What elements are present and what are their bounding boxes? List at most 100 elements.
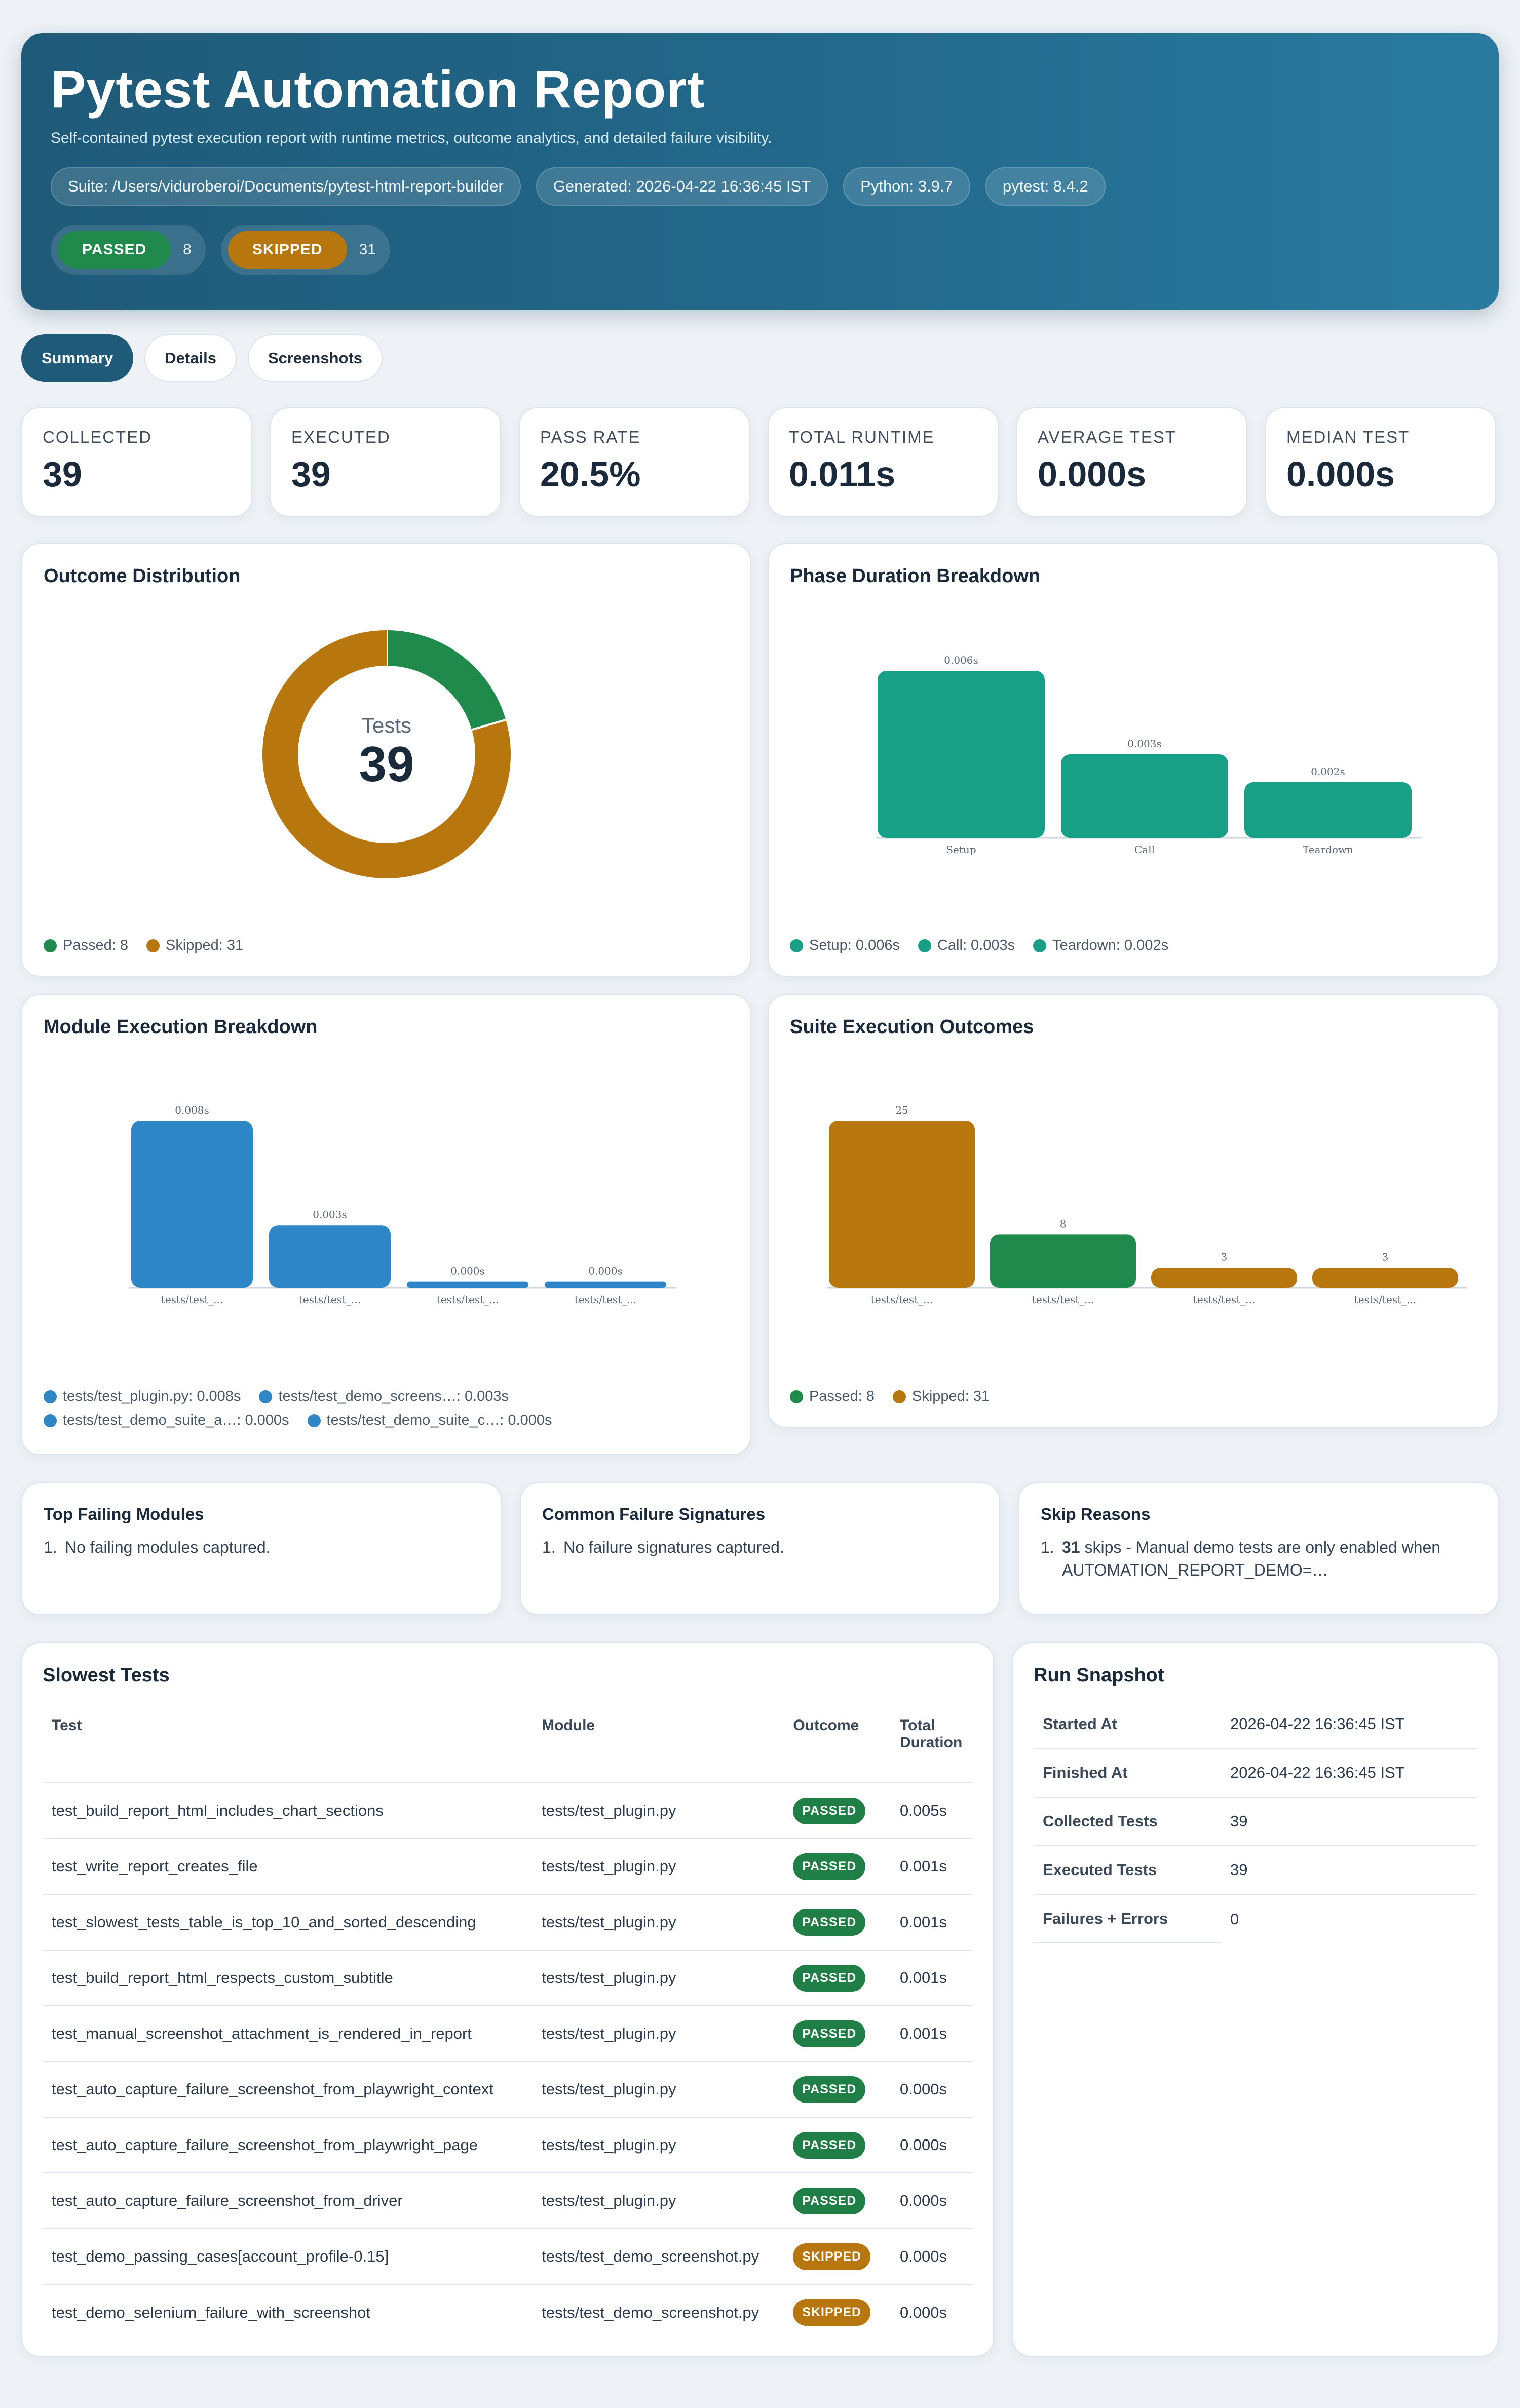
list-item: 1. 31 skips - Manual demo tests are only… — [1041, 1536, 1476, 1582]
status-skipped-badge: SKIPPED — [227, 231, 347, 269]
metric-median-test: MEDIAN TEST 0.000s — [1265, 407, 1496, 517]
outcome-cell: PASSED — [784, 1839, 891, 1894]
metric-collected: COLLECTED 39 — [21, 407, 252, 517]
table-header-row: Test Module Outcome Total Duration — [43, 1707, 973, 1783]
status-skipped: SKIPPED 31 — [220, 224, 390, 275]
snapshot-value: 2026-04-22 16:36:45 IST — [1221, 1700, 1477, 1749]
metric-value: 0.000s — [1286, 454, 1395, 494]
module-cell: tests/test_plugin.py — [542, 2136, 676, 2154]
outcome-cell: PASSED — [784, 2061, 891, 2117]
common-failure-signatures-title: Common Failure Signatures — [542, 1505, 766, 1523]
duration-cell: 0.001s — [899, 1913, 947, 1931]
list-number: 1. — [44, 1538, 57, 1556]
table-row: test_build_report_html_includes_chart_se… — [43, 1783, 973, 1839]
snapshot-row: Executed Tests 39 — [1034, 1846, 1477, 1895]
skip-reasons-card: Skip Reasons 1. 31 skips - Manual demo t… — [1018, 1482, 1499, 1615]
chart-bar — [407, 1281, 528, 1288]
phase-bar-chart: 0.006s Setup 0.003s Call 0.002s Teardown — [876, 654, 1422, 856]
slowest-tests-card: Slowest Tests Test Module Outcome Total … — [21, 1642, 994, 2357]
snapshot-value: 2026-04-22 16:36:45 IST — [1221, 1748, 1477, 1798]
legend-label: Passed: 8 — [809, 1388, 875, 1404]
meta-python-chip: Python: 3.9.7 — [843, 167, 970, 206]
legend-label: Call: 0.003s — [937, 937, 1015, 953]
bar-category-label: tests/test_... — [871, 1293, 933, 1306]
bar-value-label: 3 — [1382, 1251, 1389, 1263]
legend-dot — [918, 939, 931, 952]
metric-value: 0.000s — [1038, 454, 1147, 494]
top-failing-modules-title: Top Failing Modules — [44, 1505, 204, 1523]
list-number: 1. — [542, 1538, 556, 1556]
bar-value-label: 3 — [1221, 1251, 1228, 1263]
outcome-legend: Passed: 8 Skipped: 31 — [44, 937, 243, 954]
snapshot-key: Finished At — [1034, 1748, 1221, 1798]
outcome-badge: PASSED — [793, 1853, 866, 1880]
module-legend: tests/test_plugin.py: 0.008s tests/test_… — [44, 1388, 733, 1429]
skip-reasons-title: Skip Reasons — [1041, 1505, 1151, 1523]
tab-summary[interactable]: Summary — [21, 334, 134, 382]
legend-item-passed: Passed: 8 — [44, 937, 128, 954]
module-execution-card: Module Execution Breakdown 0.008s tests/t… — [21, 994, 751, 1455]
module-bar-chart: 0.008s tests/test_... 0.003s tests/test_...… — [129, 1104, 676, 1306]
status-skipped-count: 31 — [359, 241, 376, 258]
legend-label: Passed: 8 — [63, 937, 128, 953]
outcome-cell: PASSED — [784, 1894, 891, 1950]
outcome-badge: PASSED — [793, 1964, 866, 1992]
metric-value: 39 — [43, 454, 82, 494]
chart-bar — [990, 1234, 1136, 1288]
legend-item-skipped: Skipped: 31 — [146, 937, 243, 954]
table-row: test_write_report_creates_file tests/test… — [43, 1839, 973, 1894]
table-row: test_manual_screenshot_attachment_is_ren… — [43, 2006, 973, 2061]
test-name-cell: test_demo_selenium_failure_with_screensh… — [52, 2303, 370, 2321]
outcome-cell: PASSED — [784, 2173, 891, 2229]
legend-label: Setup: 0.006s — [809, 937, 900, 953]
outcome-distribution-card: Outcome Distribution Tests 39 Passed: 8 … — [21, 543, 751, 977]
test-name-cell: test_write_report_creates_file — [52, 1857, 258, 1875]
column-header-module: Module — [542, 1717, 595, 1734]
table-row: test_demo_selenium_failure_with_screensh… — [43, 2284, 973, 2340]
meta-pytest-chip: pytest: 8.4.2 — [985, 167, 1106, 206]
status-passed-count: 8 — [183, 241, 192, 258]
bar-value-label: 0.006s — [944, 654, 978, 666]
slowest-tests-title: Slowest Tests — [43, 1665, 170, 1686]
run-snapshot-table: Started At 2026-04-22 16:36:45 IST Finishe… — [1034, 1700, 1477, 1943]
column-header-outcome: Outcome — [793, 1717, 859, 1734]
chart-bar — [1312, 1268, 1458, 1288]
chart-bar — [1244, 782, 1412, 838]
legend-item-setup: Setup: 0.006s — [790, 937, 900, 954]
meta-suite-chip: Suite: /Users/viduroberoi/Documents/pyte… — [51, 167, 521, 206]
metric-label: MEDIAN TEST — [1286, 428, 1410, 446]
bar-category-label: tests/test_... — [575, 1293, 636, 1306]
table-row: test_auto_capture_failure_screenshot_fro… — [43, 2117, 973, 2173]
snapshot-row: Finished At 2026-04-22 16:36:45 IST — [1034, 1748, 1477, 1798]
snapshot-key: Collected Tests — [1034, 1797, 1221, 1846]
legend-label: tests/test_demo_suite_a…: 0.000s — [63, 1412, 289, 1428]
bar-category-label: tests/test_... — [1032, 1293, 1094, 1306]
metric-value: 39 — [291, 454, 331, 494]
suite-outcomes-title: Suite Execution Outcomes — [790, 1016, 1034, 1038]
legend-label: tests/test_demo_suite_c…: 0.000s — [326, 1412, 552, 1428]
legend-item-call: Call: 0.003s — [918, 937, 1015, 954]
legend-label: Skipped: 31 — [165, 937, 244, 953]
donut-slice-passed — [386, 630, 506, 731]
test-name-cell: test_build_report_html_includes_chart_se… — [52, 1802, 384, 1819]
module-cell: tests/test_plugin.py — [542, 1857, 676, 1875]
list-text: skips - Manual demo tests are only enabl… — [1062, 1538, 1441, 1579]
module-cell: tests/test_plugin.py — [542, 2080, 676, 2098]
module-cell: tests/test_plugin.py — [542, 1802, 676, 1819]
tab-screenshots[interactable]: Screenshots — [247, 334, 383, 382]
bar-category-label: tests/test_... — [1193, 1293, 1255, 1306]
snapshot-value: 0 — [1230, 1909, 1239, 1928]
bar-value-label: 0.008s — [175, 1104, 209, 1116]
table-row: test_build_report_html_respects_custom_s… — [43, 1950, 973, 2006]
outcome-cell: PASSED — [784, 2006, 891, 2061]
metric-value: 0.011s — [789, 454, 896, 494]
bar-category-label: tests/test_... — [437, 1293, 499, 1306]
module-cell: tests/test_plugin.py — [542, 2192, 676, 2209]
tab-details[interactable]: Details — [144, 334, 237, 382]
legend-item-passed: Passed: 8 — [790, 1388, 875, 1405]
chart-bar — [829, 1121, 975, 1288]
column-header-duration: Total Duration — [899, 1717, 963, 1751]
legend-dot — [44, 1413, 57, 1427]
bar-value-label: 8 — [1060, 1217, 1067, 1230]
snapshot-value: 39 — [1221, 1846, 1477, 1895]
